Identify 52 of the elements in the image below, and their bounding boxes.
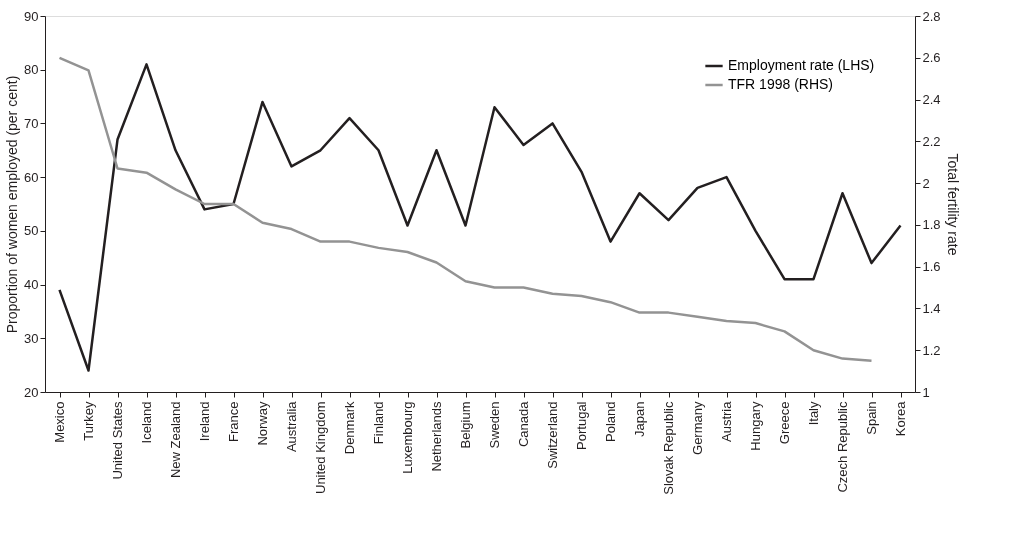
- x-tick-label: Mexico: [52, 401, 67, 443]
- y-tick-label: 70: [24, 115, 39, 131]
- x-tick-label: Greece: [777, 401, 792, 445]
- x-tick-label: Switzerland: [545, 401, 560, 469]
- x-tick-label: Germany: [690, 401, 705, 455]
- legend-label: TFR 1998 (RHS): [728, 76, 834, 92]
- y2-tick-label: 1.8: [922, 217, 941, 233]
- x-tick-label: Iceland: [139, 401, 154, 444]
- x-tick-label: Hungary: [748, 401, 763, 451]
- x-tick-label: Denmark: [342, 401, 357, 455]
- x-tick-label: Finland: [371, 401, 386, 445]
- x-tick-label: Czech Republic: [835, 401, 850, 493]
- y2-tick-label: 2: [922, 175, 930, 191]
- x-tick-label: Luxembourg: [400, 401, 415, 474]
- y2-tick-label: 1.6: [922, 259, 941, 275]
- x-tick-label: Austria: [719, 400, 734, 442]
- y2-tick-label: 1.2: [922, 342, 941, 358]
- legend-label: Employment rate (LHS): [728, 57, 875, 73]
- y-tick-label: 50: [24, 223, 39, 239]
- y2-tick-label: 2.8: [922, 8, 941, 24]
- y2-tick-label: 2.6: [922, 50, 941, 66]
- y2-axis-title: Total fertility rate: [944, 153, 961, 256]
- y-tick-label: 80: [24, 62, 39, 78]
- x-tick-label: Portugal: [574, 401, 589, 450]
- x-tick-label: France: [226, 401, 241, 442]
- x-tick-label: Spain: [864, 401, 879, 435]
- y-tick-label: 40: [24, 277, 39, 293]
- y-tick-label: 90: [24, 8, 39, 24]
- y2-tick-label: 1: [922, 384, 930, 400]
- x-tick-label: Slovak Republic: [661, 401, 676, 495]
- x-tick-label: United States: [110, 401, 125, 480]
- y-tick-label: 60: [24, 169, 39, 185]
- x-tick-label: Belgium: [458, 401, 473, 449]
- x-tick-label: Korea: [893, 400, 908, 437]
- y-tick-label: 30: [24, 330, 39, 346]
- x-tick-label: Turkey: [81, 401, 96, 441]
- x-tick-label: Sweden: [487, 401, 502, 449]
- y-tick-label: 20: [24, 384, 39, 400]
- x-tick-label: Netherlands: [429, 401, 444, 472]
- y2-tick-label: 2.4: [922, 92, 941, 108]
- x-tick-label: Ireland: [197, 401, 212, 442]
- y2-tick-label: 2.2: [922, 133, 941, 149]
- x-tick-label: Japan: [632, 401, 647, 437]
- x-tick-label: Italy: [806, 401, 821, 426]
- x-tick-label: Poland: [603, 401, 618, 442]
- x-tick-label: Norway: [255, 401, 270, 446]
- y-axis-title: Proportion of women employed (per cent): [4, 75, 21, 334]
- x-tick-label: Australia: [284, 400, 299, 453]
- x-tick-label: New Zealand: [168, 401, 183, 479]
- x-tick-label: United Kingdom: [313, 401, 328, 494]
- x-tick-label: Canada: [516, 400, 531, 448]
- y2-tick-label: 1.4: [922, 300, 941, 316]
